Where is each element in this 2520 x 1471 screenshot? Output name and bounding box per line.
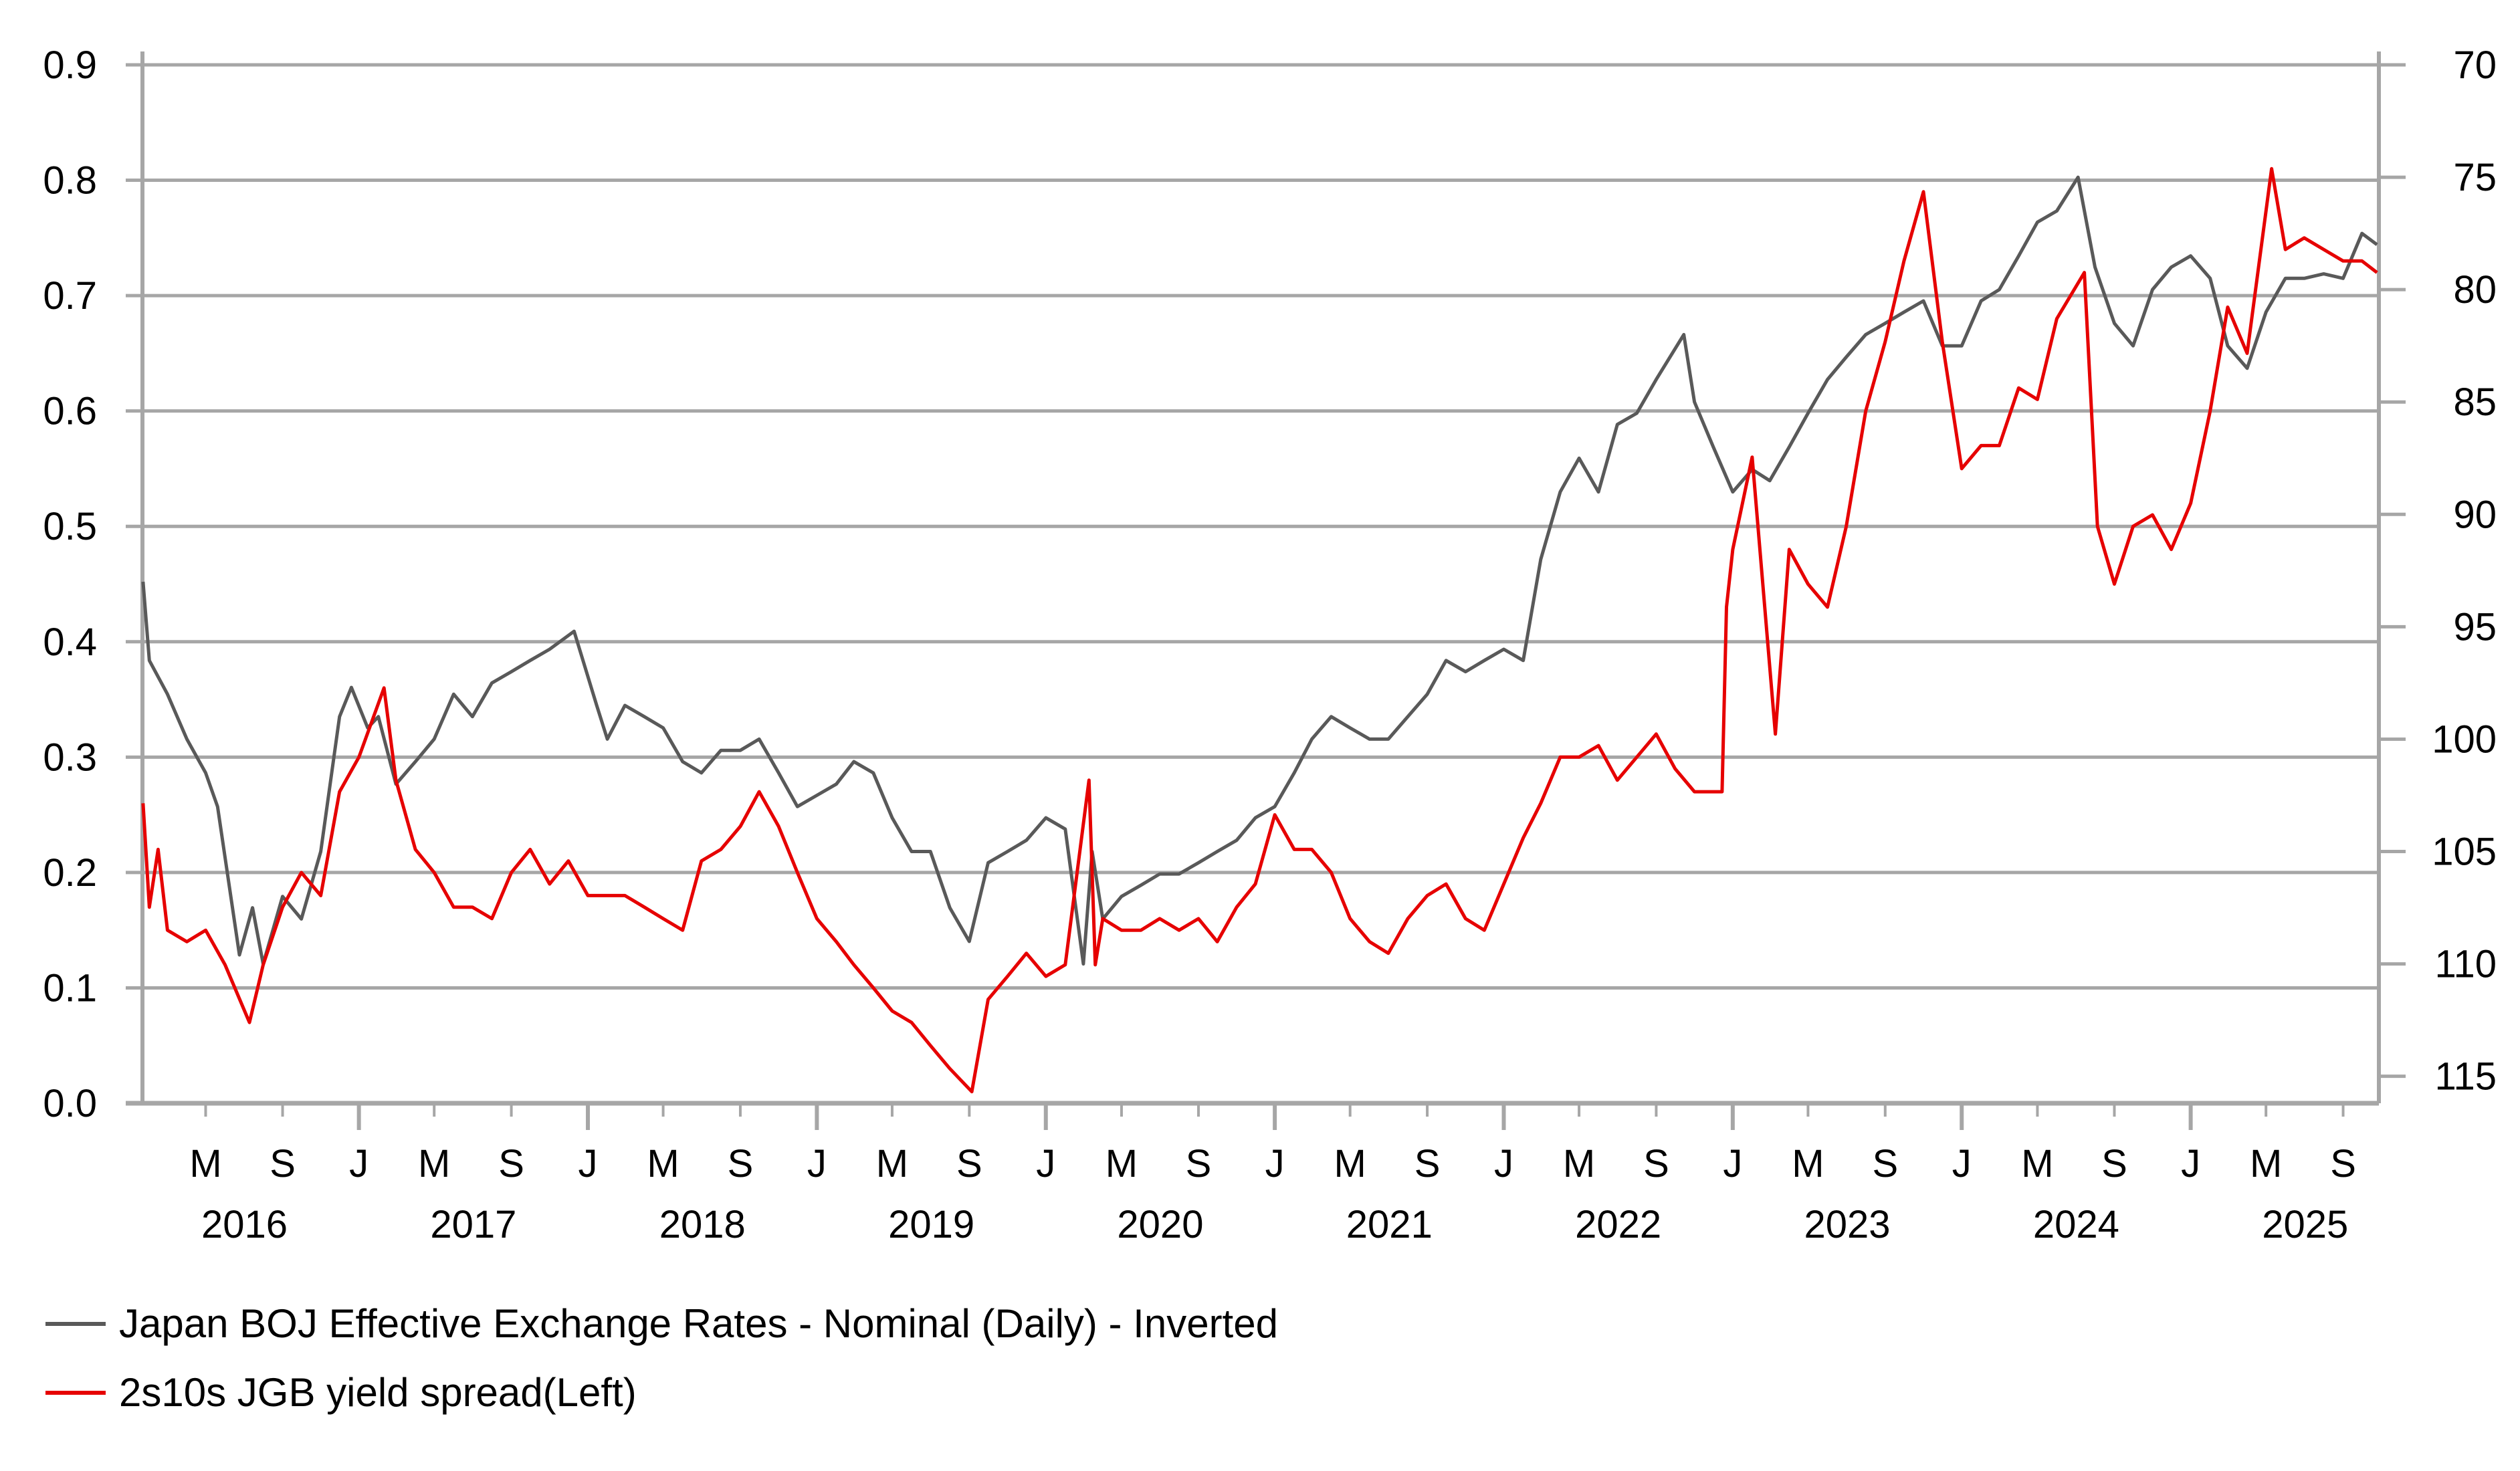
left-axis-tick-label: 0.6: [43, 390, 97, 433]
x-axis-month-label: J: [1265, 1142, 1285, 1185]
legend-swatch-grey: [45, 1321, 106, 1326]
x-axis-month-label: M: [418, 1142, 450, 1185]
right-axis-tick-label: 105: [2432, 830, 2497, 874]
x-axis-month-label: J: [1952, 1142, 1972, 1185]
left-axis-tick-label: 0.5: [43, 505, 97, 548]
jgb-spread-line: [141, 166, 2378, 1094]
x-axis-month-label: J: [1494, 1142, 1513, 1185]
x-axis-year-label: 2016: [201, 1203, 288, 1246]
x-axis-year-label: 2018: [659, 1203, 746, 1246]
x-axis-month-label: M: [1563, 1142, 1595, 1185]
legend-item-exchange-rate: Japan BOJ Effective Exchange Rates - Nom…: [45, 1300, 1278, 1347]
x-axis-year-label: 2023: [1804, 1203, 1891, 1246]
right-axis-tick-label: 100: [2432, 717, 2497, 761]
x-axis-month-label: J: [2181, 1142, 2200, 1185]
left-axis-tick-label: 0.4: [43, 620, 97, 664]
x-axis-month-label: S: [728, 1142, 754, 1185]
right-axis-tick-label: 90: [2453, 493, 2497, 536]
x-axis-month-label: S: [1186, 1142, 1212, 1185]
left-axis-tick-label: 0.2: [43, 851, 97, 895]
x-axis-month-label: J: [807, 1142, 827, 1185]
x-axis-year-label: 2021: [1346, 1203, 1433, 1246]
x-axis-year-label: 2020: [1117, 1203, 1203, 1246]
left-axis-tick-label: 0.0: [43, 1082, 97, 1125]
x-axis-month-label: M: [1792, 1142, 1824, 1185]
legend-swatch-red: [45, 1390, 106, 1395]
left-axis-tick-label: 0.3: [43, 735, 97, 779]
x-axis-month-label: M: [1334, 1142, 1366, 1185]
left-axis-tick-label: 0.8: [43, 159, 97, 203]
x-axis-month-label: S: [1872, 1142, 1898, 1185]
x-axis-year-label: 2025: [2262, 1203, 2348, 1246]
right-axis-tick-label: 75: [2453, 156, 2497, 199]
series-lines: [141, 166, 2378, 1094]
x-axis-year-label: 2024: [2033, 1203, 2119, 1246]
x-axis-month-label: S: [956, 1142, 982, 1185]
axes: [126, 51, 2406, 1130]
right-axis-tick-label: 85: [2453, 380, 2497, 424]
x-axis-month-label: S: [2330, 1142, 2356, 1185]
x-axis-month-label: J: [1036, 1142, 1055, 1185]
left-axis-tick-label: 0.9: [43, 43, 97, 87]
x-axis-month-label: M: [647, 1142, 679, 1185]
legend-label: 2s10s JGB yield spread(Left): [119, 1370, 637, 1415]
right-axis-tick-label: 80: [2453, 268, 2497, 312]
x-axis-month-label: M: [876, 1142, 908, 1185]
right-axis-tick-label: 95: [2453, 605, 2497, 649]
x-axis-year-label: 2022: [1575, 1203, 1661, 1246]
x-axis-month-label: S: [2101, 1142, 2127, 1185]
x-axis-month-label: J: [1723, 1142, 1742, 1185]
left-axis-tick-label: 0.7: [43, 274, 97, 318]
right-axis-tick-label: 110: [2435, 943, 2497, 986]
x-axis-month-label: S: [270, 1142, 296, 1185]
x-axis-year-label: 2017: [430, 1203, 516, 1246]
left-axis-tick-label: 0.1: [43, 966, 97, 1010]
x-axis-month-label: S: [498, 1142, 524, 1185]
x-axis-year-label: 2019: [888, 1203, 974, 1246]
x-axis-month-label: S: [1643, 1142, 1669, 1185]
legend-item-jgb-spread: 2s10s JGB yield spread(Left): [45, 1369, 637, 1416]
x-axis-month-label: M: [189, 1142, 221, 1185]
tick-labels: 0.0 0.1 0.2 0.3 0.4 0.5 0.6 0.7 0.8 0.9 70 75 80 85 90…: [43, 43, 2497, 1246]
x-axis-month-label: M: [2021, 1142, 2053, 1185]
x-axis-month-label: J: [579, 1142, 598, 1185]
right-axis-tick-label: 70: [2453, 43, 2497, 87]
x-axis-month-label: S: [1414, 1142, 1441, 1185]
x-axis-month-label: M: [2250, 1142, 2282, 1185]
exchange-rate-line: [141, 175, 2378, 966]
legend-label: Japan BOJ Effective Exchange Rates - Nom…: [119, 1301, 1278, 1346]
gridlines: [142, 63, 2379, 990]
x-axis-month-label: J: [349, 1142, 369, 1185]
right-axis-tick-label: 115: [2435, 1055, 2497, 1099]
x-axis-month-label: M: [1106, 1142, 1138, 1185]
